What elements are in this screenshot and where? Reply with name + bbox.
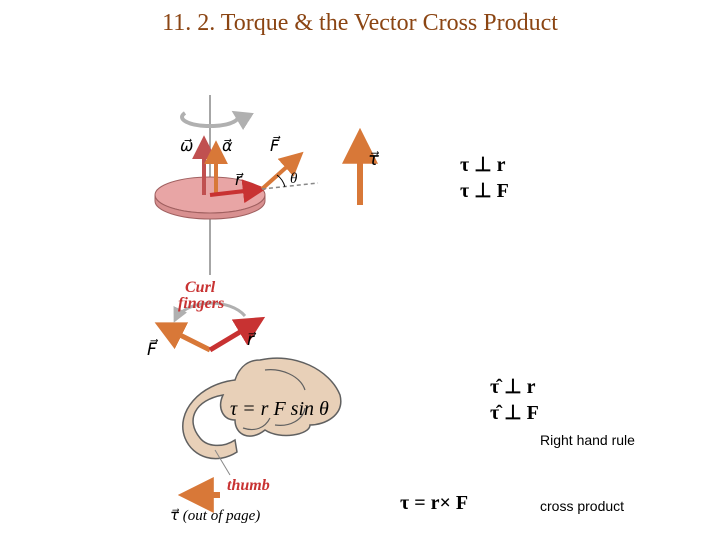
cross-product-equation: τ = r× F	[400, 492, 468, 515]
perp-text-2: τ̂ ⊥ r τ̂ ⊥ F	[490, 374, 539, 426]
svg-text:F⃗: F⃗	[270, 135, 281, 155]
svg-text:τ⃗ (out of page): τ⃗ (out of page)	[170, 508, 260, 524]
perp-line: τ ⊥ r	[460, 152, 509, 178]
F-sym: F	[456, 492, 468, 514]
perp-line: τ̂ ⊥ F	[490, 400, 539, 426]
disc-figure: ω⃗ α⃗ r⃗ F⃗ θ τ⃗	[150, 95, 410, 275]
perp-line: τ ⊥ F	[460, 178, 509, 204]
svg-text:Curl: Curl	[185, 280, 216, 296]
svg-text:ω⃗: ω⃗	[180, 138, 193, 155]
eq-sym: =	[409, 492, 430, 514]
cross-product-label: cross product	[540, 498, 624, 514]
slide: 11. 2. Torque & the Vector Cross Product	[0, 0, 720, 540]
r-sym: r	[431, 492, 440, 514]
svg-text:fingers: fingers	[178, 295, 224, 312]
torque-formula: τ = r F sin θ	[230, 398, 329, 421]
svg-text:τ⃗: τ⃗	[368, 149, 379, 169]
x-sym: ×	[440, 492, 456, 514]
svg-text:α⃗: α⃗	[222, 138, 233, 155]
tau-sym: τ	[400, 492, 409, 514]
svg-text:r⃗: r⃗	[247, 330, 257, 349]
svg-text:θ: θ	[290, 171, 298, 187]
svg-text:F⃗: F⃗	[147, 339, 159, 359]
right-hand-rule-label: Right hand rule	[540, 432, 635, 448]
disc-svg: ω⃗ α⃗ r⃗ F⃗ θ τ⃗	[150, 95, 410, 275]
perp-text-1: τ ⊥ r τ ⊥ F	[460, 152, 509, 204]
page-title: 11. 2. Torque & the Vector Cross Product	[0, 10, 720, 37]
svg-text:thumb: thumb	[227, 477, 270, 494]
perp-line: τ̂ ⊥ r	[490, 374, 539, 400]
